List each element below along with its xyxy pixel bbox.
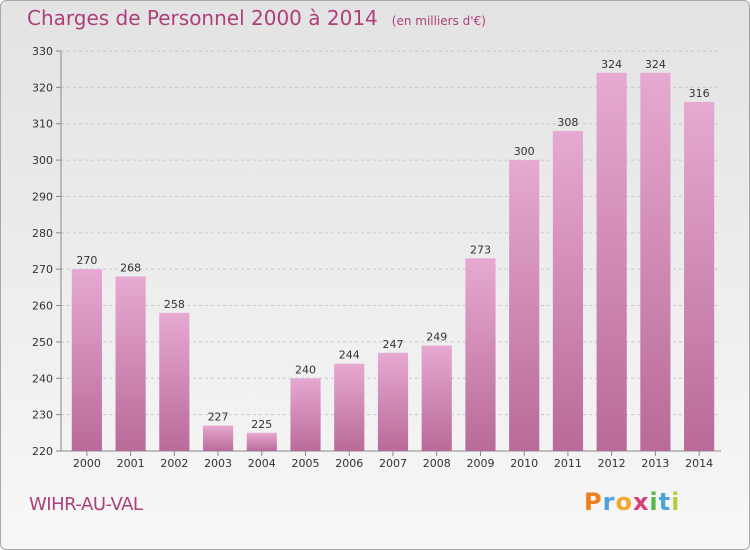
data-label: 258: [164, 298, 185, 311]
x-tick-label: 2006: [335, 457, 363, 470]
bar: [246, 432, 277, 451]
bar: [159, 312, 190, 451]
bar: [421, 345, 452, 451]
bar: [596, 72, 627, 452]
y-tick-label: 250: [32, 336, 53, 349]
proxiti-logo: Proxiti: [584, 488, 680, 516]
data-label: 249: [426, 331, 447, 344]
x-tick-label: 2003: [204, 457, 232, 470]
data-label: 227: [208, 411, 229, 424]
chart-subtitle: (en milliers d'€): [391, 14, 486, 28]
logo-letter: o: [615, 488, 633, 516]
bar: [684, 101, 715, 451]
x-tick-label: 2014: [685, 457, 713, 470]
x-tick-label: 2004: [248, 457, 276, 470]
logo-letter: x: [632, 488, 650, 516]
y-tick-label: 270: [32, 263, 53, 276]
data-label: 240: [295, 363, 316, 376]
data-labels: 270 268 258 227 225 240 244 247 249 273 300 308 324 3…: [76, 58, 709, 431]
bar: [552, 131, 584, 451]
y-tick-label: 220: [32, 445, 53, 458]
title-text: Charges de Personnel 2000 à 2014: [27, 6, 378, 30]
data-label: 225: [251, 418, 272, 431]
x-tick-label: 2002: [160, 457, 188, 470]
bar: [115, 276, 146, 451]
bar: [290, 378, 321, 451]
y-tick-label: 330: [32, 45, 53, 58]
data-label: 268: [120, 261, 141, 274]
y-tick-label: 260: [32, 300, 53, 313]
bar: [202, 425, 234, 451]
data-label: 324: [645, 58, 666, 71]
x-tick-label: 2010: [510, 457, 538, 470]
bar: [640, 72, 671, 452]
x-tick-label: 2005: [292, 457, 320, 470]
bar: [465, 258, 496, 451]
commune-name: WIHR-AU-VAL: [29, 494, 143, 515]
data-label: 244: [339, 349, 360, 362]
logo-letter: i: [671, 488, 681, 516]
x-tick-label: 2011: [554, 457, 582, 470]
data-label: 270: [76, 254, 97, 267]
data-label: 273: [470, 243, 491, 256]
data-label: 316: [689, 87, 710, 100]
y-tick-label: 280: [32, 227, 53, 240]
x-tick-label: 2001: [117, 457, 145, 470]
logo-letter: t: [658, 488, 672, 516]
x-tick-label: 2012: [598, 457, 626, 470]
y-tick-label: 240: [32, 372, 53, 385]
chart-title: Charges de Personnel 2000 à 2014 (en mill…: [27, 6, 486, 30]
y-tick-label: 320: [32, 81, 53, 94]
y-tick-label: 290: [32, 190, 53, 203]
data-label: 247: [383, 338, 404, 351]
bar: [377, 352, 409, 451]
logo-letter: P: [584, 488, 603, 516]
y-tick-label: 230: [32, 409, 53, 422]
bars: [71, 72, 715, 452]
x-tick-label: 2013: [641, 457, 669, 470]
x-tick-label: 2000: [73, 457, 101, 470]
y-tick-label: 300: [32, 154, 53, 167]
x-tick-label: 2007: [379, 457, 407, 470]
logo-letter: r: [602, 488, 616, 516]
data-label: 324: [601, 58, 622, 71]
bar: [334, 363, 365, 451]
bar: [509, 160, 540, 451]
x-tick-label: 2009: [466, 457, 494, 470]
bar: [71, 269, 102, 451]
x-tick-label: 2008: [423, 457, 451, 470]
data-label: 300: [514, 145, 535, 158]
axes: 220 230 240 250 260 270 280 290 300 310 320 330 2000…: [32, 45, 721, 470]
data-label: 308: [557, 116, 578, 129]
y-tick-label: 310: [32, 118, 53, 131]
logo-letter: i: [649, 488, 659, 516]
